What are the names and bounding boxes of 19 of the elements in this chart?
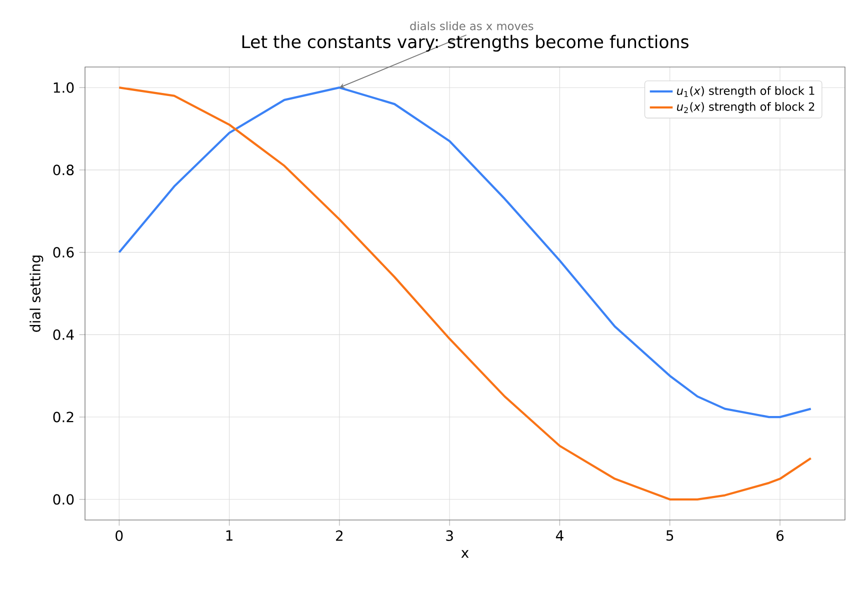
chart-title: Let the constants vary: strengths become functions bbox=[242, 34, 688, 52]
x-tick-label: 6 bbox=[776, 530, 784, 541]
annotation: dials slide as x moves bbox=[410, 22, 534, 30]
y-tick-label: 0.2 bbox=[53, 412, 74, 422]
x-tick-label: 3 bbox=[446, 530, 453, 541]
x-tick-label: 2 bbox=[336, 530, 342, 541]
x-tick-label: 4 bbox=[556, 530, 564, 541]
x-tick-label: 0 bbox=[116, 530, 123, 541]
y-tick-label: 0.0 bbox=[53, 494, 74, 505]
legend-label: u$_{1}$(x) strength of block 1 bbox=[677, 86, 814, 98]
y-tick-label: 0.4 bbox=[53, 329, 74, 340]
y-axis-title: dial setting bbox=[30, 256, 44, 332]
y-tick-label: 0.6 bbox=[53, 247, 74, 258]
x-axis-title: x bbox=[461, 550, 469, 558]
y-tick-label: 0.8 bbox=[53, 164, 74, 176]
x-tick-label: 1 bbox=[226, 530, 232, 541]
y-tick-label: 1.0 bbox=[54, 82, 74, 93]
legend-label: u$_{2}$(x) strength of block 2 bbox=[677, 102, 814, 114]
x-tick-label: 5 bbox=[666, 530, 674, 541]
